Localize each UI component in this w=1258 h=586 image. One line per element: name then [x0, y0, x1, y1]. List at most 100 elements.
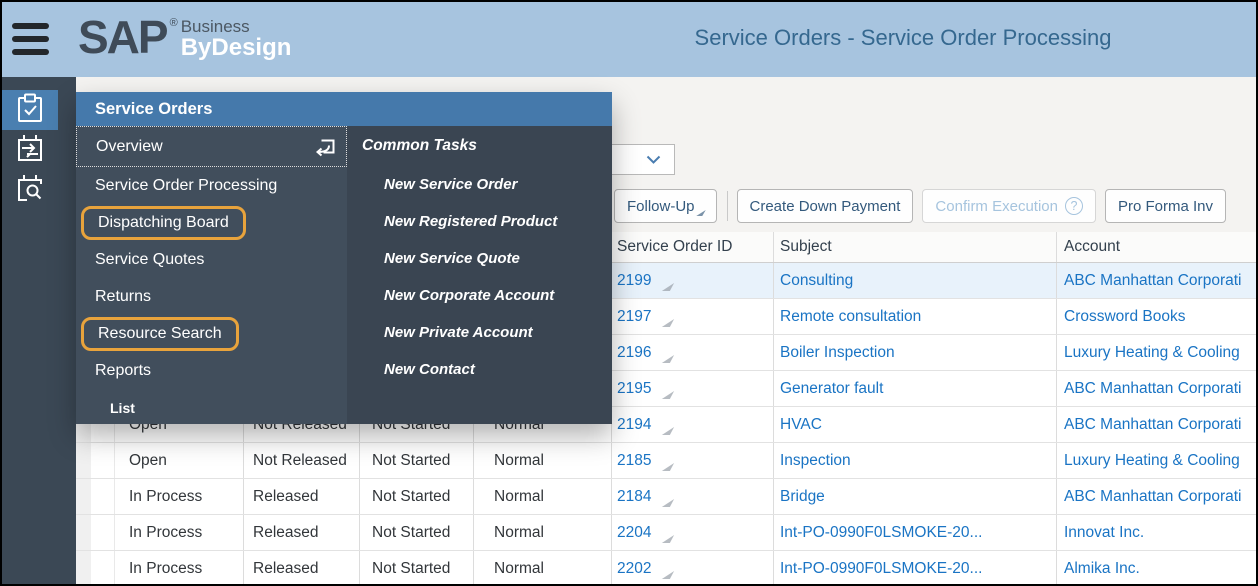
cell-account: ABC Manhattan Corporati [1057, 407, 1256, 442]
common-task-new-service-quote[interactable]: New Service Quote [384, 250, 520, 267]
subject-link[interactable]: HVAC [780, 415, 822, 433]
cell-subject: Int-PO-0990F0LSMOKE-20... [774, 551, 1057, 584]
open-window-icon [314, 137, 336, 163]
sidebar-item-dispatching-board[interactable] [2, 130, 58, 170]
table-row[interactable]: Open Not Released Not Started Normal 2185 Ins… [76, 443, 1256, 479]
common-task-new-contact[interactable]: New Contact [384, 361, 475, 378]
menu-item-label: Service Quotes [95, 250, 205, 268]
service-order-id-link[interactable]: 2195 [617, 379, 652, 397]
account-link[interactable]: ABC Manhattan Corporati [1064, 271, 1242, 289]
cell-account: Luxury Heating & Cooling [1057, 443, 1256, 478]
column-header-account[interactable]: Account [1064, 238, 1121, 255]
cell-subject: HVAC [774, 407, 1057, 442]
create-down-payment-button[interactable]: Create Down Payment [736, 189, 914, 223]
service-order-id-link[interactable]: 2184 [617, 487, 652, 505]
cell-status: Open [115, 443, 244, 478]
service-order-id-link[interactable]: 2185 [617, 451, 652, 469]
menu-item-label: List [110, 399, 135, 416]
row-selector-cell[interactable] [76, 551, 115, 584]
cell-priority: Normal [474, 515, 612, 550]
common-task-new-corporate-account[interactable]: New Corporate Account [384, 287, 555, 304]
subject-link[interactable]: Remote consultation [780, 307, 922, 325]
account-link[interactable]: Luxury Heating & Cooling [1064, 343, 1240, 361]
account-link[interactable]: Almika Inc. [1064, 559, 1140, 577]
cell-id: 2195 [612, 371, 774, 406]
service-order-id-link[interactable]: 2199 [617, 271, 652, 289]
menu-item-service-quotes[interactable]: Service Quotes [76, 241, 347, 278]
subject-link[interactable]: Consulting [780, 271, 854, 289]
cell-id: 2184 [612, 479, 774, 514]
row-selector-cell[interactable] [76, 515, 115, 550]
table-row[interactable]: Open Not Released Not Started Normal 2194 HVA… [76, 407, 1256, 443]
cell-release: Not Released [244, 443, 360, 478]
row-selector-cell[interactable] [76, 443, 115, 478]
menu-item-service-order-processing[interactable]: Service Order Processing [76, 167, 347, 204]
subject-link[interactable]: Inspection [780, 451, 851, 469]
column-header-subject[interactable]: Subject [774, 232, 1057, 262]
common-task-new-service-order[interactable]: New Service Order [384, 176, 518, 193]
account-link[interactable]: Luxury Heating & Cooling [1064, 451, 1240, 469]
menu-header: Service Orders [76, 92, 612, 126]
common-task-new-registered-product[interactable]: New Registered Product [384, 213, 558, 230]
button-label: Follow-Up [627, 197, 695, 215]
account-link[interactable]: Crossword Books [1064, 307, 1186, 325]
table-row[interactable]: In Process Released Not Started Normal 2202 I… [76, 551, 1256, 584]
cell-account: Crossword Books [1057, 299, 1256, 334]
service-order-id-link[interactable]: 2197 [617, 307, 652, 325]
subject-link[interactable]: Bridge [780, 487, 825, 505]
action-toolbar: Follow-Up Create Down Payment Confirm Exec… [614, 189, 1235, 223]
cell-id: 2196 [612, 335, 774, 370]
edit-indicator-icon [662, 463, 675, 471]
cell-id: 2197 [612, 299, 774, 334]
cell-subject: Boiler Inspection [774, 335, 1057, 370]
cell-id: 2204 [612, 515, 774, 550]
follow-up-button[interactable]: Follow-Up [614, 189, 717, 223]
account-link[interactable]: ABC Manhattan Corporati [1064, 379, 1242, 397]
dispatching-calendar-icon [17, 134, 43, 167]
service-order-id-link[interactable]: 2202 [617, 559, 652, 577]
column-header-id[interactable]: Service Order ID [612, 232, 774, 262]
subject-link[interactable]: Boiler Inspection [780, 343, 895, 361]
cell-id: 2194 [612, 407, 774, 442]
top-bar: SAP ® Business ByDesign Service Orders -… [2, 2, 1256, 77]
edit-indicator-icon [662, 391, 675, 399]
menu-item-resource-search[interactable]: Resource Search [76, 315, 347, 352]
service-order-id-link[interactable]: 2194 [617, 415, 652, 433]
sidebar-item-resource-search[interactable] [2, 170, 58, 210]
pro-forma-inv-button[interactable]: Pro Forma Inv [1104, 189, 1227, 223]
menu-item-overview[interactable]: Overview [76, 126, 347, 167]
common-task-new-private-account[interactable]: New Private Account [384, 324, 533, 341]
account-link[interactable]: ABC Manhattan Corporati [1064, 487, 1242, 505]
hamburger-menu-button[interactable] [12, 23, 49, 55]
menu-item-label: Dispatching Board [81, 205, 246, 240]
cell-execution: Not Started [360, 551, 474, 584]
table-row[interactable]: In Process Released Not Started Normal 2204 I… [76, 515, 1256, 551]
cell-subject: Generator fault [774, 371, 1057, 406]
menu-item-dispatching-board[interactable]: Dispatching Board [76, 204, 347, 241]
cell-account: Almika Inc. [1057, 551, 1256, 584]
service-order-id-link[interactable]: 2196 [617, 343, 652, 361]
service-order-id-link[interactable]: 2204 [617, 523, 652, 541]
menu-item-label: Overview [96, 137, 163, 155]
row-selector-cell[interactable] [76, 479, 115, 514]
edit-indicator-icon [662, 427, 675, 435]
edit-indicator-icon [662, 535, 675, 543]
subject-link[interactable]: Int-PO-0990F0LSMOKE-20... [780, 523, 983, 541]
sidebar-item-service-orders[interactable] [2, 90, 58, 130]
cell-status: In Process [115, 515, 244, 550]
subject-link[interactable]: Generator fault [780, 379, 884, 397]
cell-subject: Inspection [774, 443, 1057, 478]
subject-link[interactable]: Int-PO-0990F0LSMOKE-20... [780, 559, 983, 577]
cell-subject: Remote consultation [774, 299, 1057, 334]
table-row[interactable]: In Process Released Not Started Normal 2184 B… [76, 479, 1256, 515]
menu-item-list[interactable]: List [76, 389, 347, 424]
cell-account: Luxury Heating & Cooling [1057, 335, 1256, 370]
edit-indicator-icon [662, 355, 675, 363]
account-link[interactable]: ABC Manhattan Corporati [1064, 415, 1242, 433]
confirm-execution-button[interactable]: Confirm Execution? [922, 189, 1096, 223]
cell-status: In Process [115, 551, 244, 584]
menu-item-returns[interactable]: Returns [76, 278, 347, 315]
menu-item-reports[interactable]: Reports [76, 352, 347, 389]
edit-indicator-icon [662, 571, 675, 579]
account-link[interactable]: Innovat Inc. [1064, 523, 1145, 541]
